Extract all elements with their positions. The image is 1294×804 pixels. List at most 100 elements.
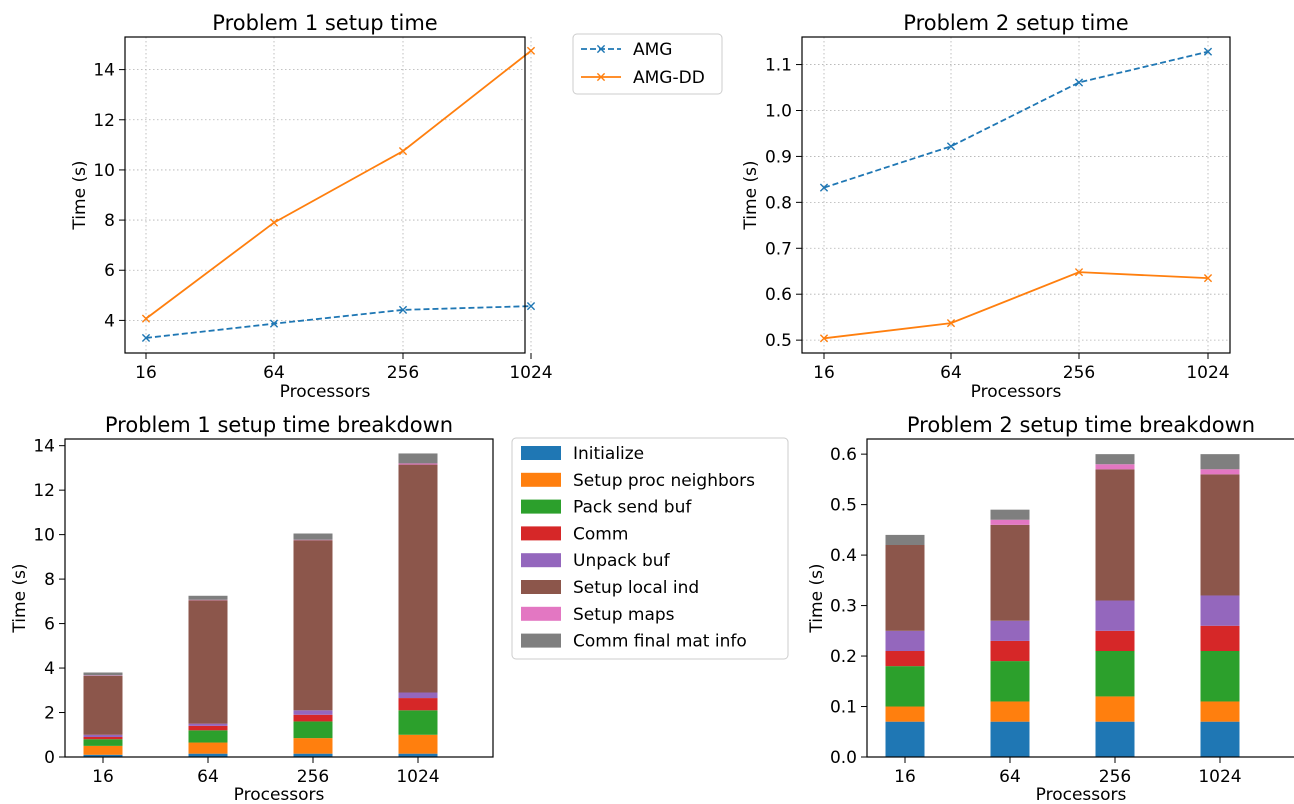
legend-label: AMG-DD [633, 68, 705, 88]
chart-problem2-setup-breakdown: Problem 2 setup time breakdown 0.0 0.1 0.2… [807, 413, 1294, 804]
y-tick-label: 0.7 [765, 239, 792, 259]
legend-label: Setup local ind [573, 578, 699, 598]
bar-segment [990, 524, 1030, 621]
x-tick-label: 64 [999, 767, 1021, 787]
data-point [946, 142, 956, 151]
bar-segment [398, 463, 438, 465]
legend-swatch [521, 446, 561, 460]
data-point [141, 314, 151, 323]
bar-segment [188, 730, 228, 743]
y-tick-label: 6 [104, 261, 115, 281]
x-tick-label: 1024 [509, 363, 552, 383]
bar-segment [1095, 630, 1135, 651]
chart-problem1-setup-breakdown: Problem 1 setup time breakdown 0 2 4 6 8 10 12… [10, 413, 789, 804]
x-tick-label: 1024 [1198, 767, 1241, 787]
bar-segment [1095, 600, 1135, 631]
data-point [1074, 268, 1084, 277]
bar-segment [293, 753, 333, 757]
data-point [1203, 274, 1213, 283]
data-point [526, 302, 536, 311]
y-tick-label: 8 [44, 570, 55, 590]
bar-segment [990, 640, 1030, 662]
y-tick-label: 0.0 [830, 748, 857, 768]
legend-swatch [521, 472, 561, 487]
bar-segment [293, 533, 333, 540]
bar-segment [398, 698, 438, 711]
bar-segment [1200, 701, 1240, 722]
legend-label: AMG [633, 40, 672, 60]
bar-segment [990, 519, 1030, 525]
bar-segment [83, 734, 123, 737]
y-tick-label: 8 [104, 211, 115, 231]
bar-segment [188, 725, 228, 731]
y-tick-label: 0.9 [765, 147, 792, 167]
bar-segment [990, 721, 1030, 757]
data-point [596, 44, 606, 54]
bar-segment [1200, 474, 1240, 596]
x-tick-label: 64 [197, 767, 219, 787]
chart-title: Problem 1 setup time breakdown [105, 413, 453, 437]
y-tick-label: 0.6 [830, 445, 857, 465]
x-tick-label: 16 [813, 363, 835, 383]
legend-swatch [521, 553, 561, 568]
bar-segment [398, 734, 438, 754]
y-tick-label: 0.8 [765, 193, 792, 213]
axis-ticks: 0 2 4 6 8 10 12 14 16 64 256 1024 [33, 437, 439, 787]
axis-ticks: 0.0 0.1 0.2 0.3 0.4 0.5 0.6 16 64 256 1024 [830, 445, 1242, 787]
y-tick-label: 10 [33, 526, 55, 546]
legend-box [511, 437, 789, 660]
y-tick-label: 12 [93, 111, 115, 131]
bar-segment [83, 736, 123, 740]
legend-label: Initialize [573, 444, 644, 464]
x-tick-label: 256 [1063, 363, 1095, 383]
bar-segment [293, 714, 333, 722]
bar-segment [990, 509, 1030, 520]
bar-segment [1200, 721, 1240, 757]
y-axis-label: Time (s) [10, 563, 30, 633]
chart-title: Problem 2 setup time breakdown [907, 413, 1255, 437]
bar-segment [398, 453, 438, 464]
y-tick-label: 0.5 [830, 496, 857, 516]
plot-frame [866, 438, 1294, 758]
legend-label: Pack send buf [573, 498, 692, 518]
y-tick-label: 10 [93, 161, 115, 181]
data-point [819, 183, 829, 192]
legend-swatch [521, 606, 561, 621]
y-tick-label: 1.1 [765, 56, 792, 76]
bar-segment [885, 706, 925, 722]
x-tick-label: 1024 [1186, 363, 1229, 383]
bar-segment [1200, 625, 1240, 651]
series-line-amg-dd [823, 271, 1209, 340]
x-tick-label: 64 [263, 363, 285, 383]
legend-swatch [521, 499, 561, 514]
plot-frame [124, 36, 526, 354]
bar-segment [398, 692, 438, 699]
bar-segment [1200, 454, 1240, 470]
legend-label: Comm [573, 524, 628, 544]
data-point [398, 305, 408, 314]
x-tick-label: 1024 [396, 767, 439, 787]
y-tick-label: 12 [33, 481, 55, 501]
bar-segment [188, 742, 228, 754]
y-tick-label: 6 [44, 615, 55, 635]
bar-segment [885, 721, 925, 757]
bar-segment [398, 464, 438, 693]
bar-segment [83, 739, 123, 746]
y-tick-label: 4 [44, 659, 55, 679]
grid [802, 37, 1230, 353]
bar-segment [188, 723, 228, 726]
bar-segment [83, 754, 123, 757]
y-tick-label: 0 [44, 748, 55, 768]
bar-segment [1095, 469, 1135, 601]
plot-frame [801, 36, 1231, 354]
legend-label: Comm final mat info [573, 632, 747, 652]
plot-marks [83, 453, 438, 757]
bar-segment [1200, 469, 1240, 475]
bar-segment [990, 701, 1030, 722]
legend-label: Setup proc neighbors [573, 471, 755, 491]
y-tick-label: 1.0 [765, 101, 792, 121]
chart-problem2-setup-time: Problem 2 setup time 0.5 0.6 0.7 0.8 0.9 1.0 1… [741, 11, 1231, 402]
y-tick-label: 0.4 [830, 546, 857, 566]
x-tick-label: 16 [135, 363, 157, 383]
bar-segment [1095, 651, 1135, 697]
